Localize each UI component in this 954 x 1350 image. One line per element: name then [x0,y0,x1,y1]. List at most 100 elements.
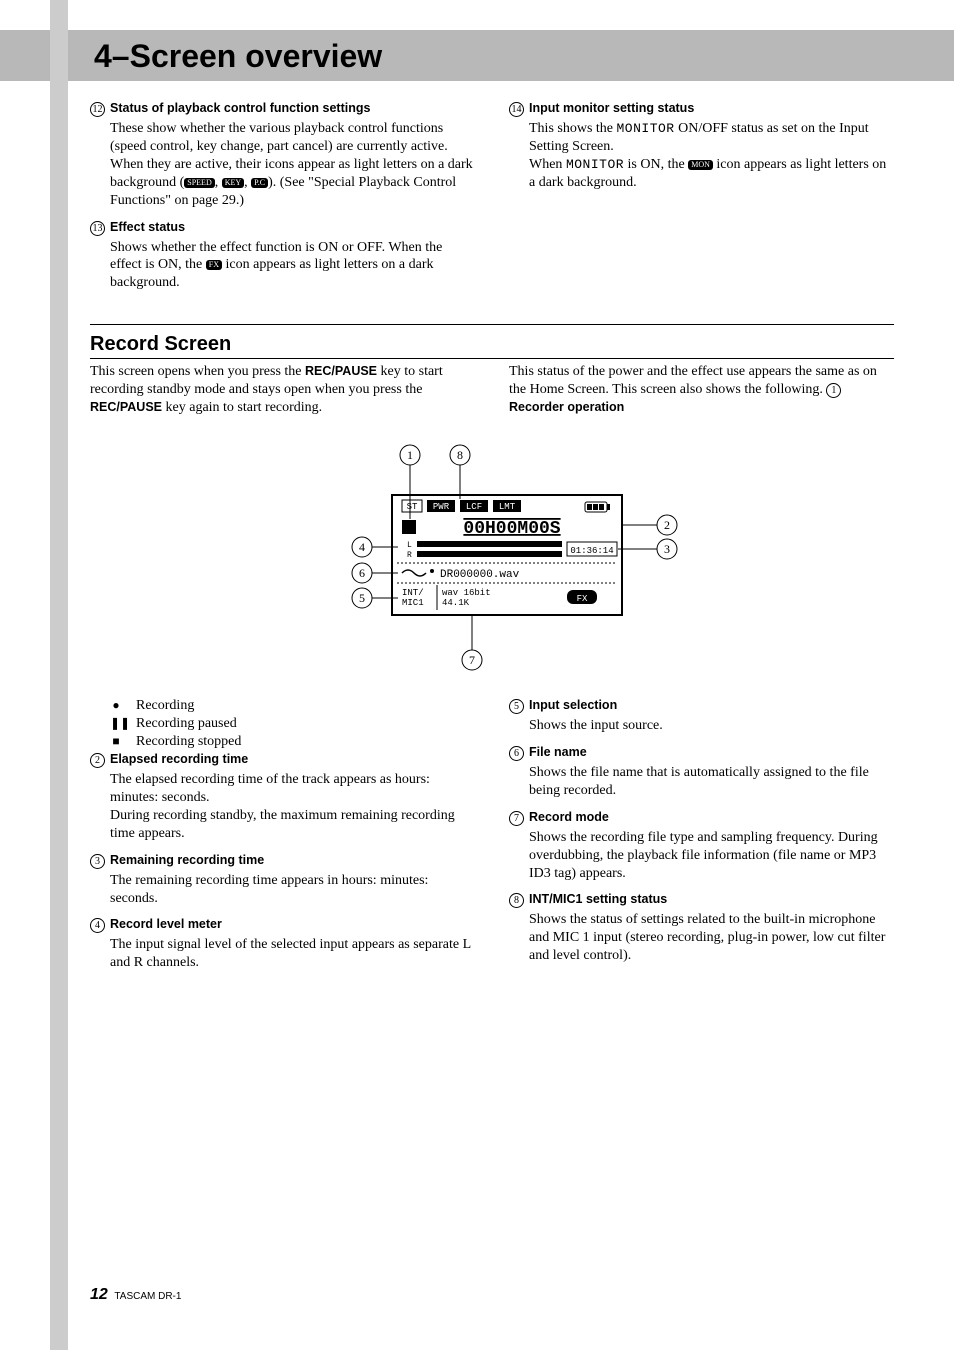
bullet-glyph: ❚❚ [110,716,122,731]
bullet-row: ■ Recording stopped [90,734,475,750]
bullet-row: ● Recording [90,698,475,714]
item-body: The elapsed recording time of the track … [90,771,475,843]
bullet-glyph: ● [110,698,122,713]
svg-text:2: 2 [664,518,670,532]
record-screen-diagram: ST PWR LCF LMT 00H00M00S L R [90,435,894,680]
svg-text:3: 3 [664,542,670,556]
item-title: Input selection [529,698,617,712]
page-footer: 12 TASCAM DR-1 [90,1286,181,1304]
chapter-title: 4–Screen overview [14,38,940,75]
description-item: 2 Elapsed recording time The elapsed recor… [90,752,475,843]
item-heading: 3 Remaining recording time [90,853,475,869]
item-heading: 4 Record level meter [90,917,475,933]
top-right-col: 14 Input monitor setting status This shows… [509,101,894,302]
item-title: File name [529,745,587,759]
item-number: 13 [90,221,105,236]
item-heading: 6 File name [509,745,894,761]
svg-text:1: 1 [407,448,413,462]
section-divider [90,324,894,325]
svg-text:L: L [407,541,412,550]
top-block: 12 Status of playback control function se… [90,101,894,302]
page-gutter [50,0,68,1350]
item-title: Elapsed recording time [110,752,248,766]
item-number: 7 [509,811,524,826]
diagram-svg: ST PWR LCF LMT 00H00M00S L R [272,435,712,675]
item-body: These show whether the various playback … [90,120,475,210]
item-title: Remaining recording time [110,853,264,867]
page-content: 4–Screen overview 12Status of playback c… [0,0,954,1022]
svg-text:01:36:14: 01:36:14 [570,546,613,556]
svg-text:44.1K: 44.1K [442,598,470,608]
item-title: Effect status [110,220,185,234]
svg-text:PWR: PWR [433,502,450,512]
item-body: The input signal level of the selected i… [90,936,475,972]
description-item: 5 Input selection Shows the input source. [509,698,894,735]
description-item: 7 Record mode Shows the recording file typ… [509,810,894,883]
description-item: 6 File name Shows the file name that is au… [509,745,894,800]
recorder-operation-bullets: ● Recording ❚❚ Recording paused ■ Recording s… [90,698,475,750]
svg-text:ST: ST [407,502,418,512]
item-title: Record level meter [110,917,222,931]
item-number: 14 [509,102,524,117]
bullet-label: Recording [136,698,194,714]
item-number: 6 [509,746,524,761]
svg-text:8: 8 [457,448,463,462]
item-body: Shows the recording file type and sampli… [509,829,894,883]
svg-text:5: 5 [359,591,365,605]
svg-text:wav 16bit: wav 16bit [442,588,491,598]
svg-text:DR000000.wav: DR000000.wav [440,569,520,581]
item-title: Record mode [529,810,609,824]
svg-text:FX: FX [577,594,588,604]
item-body: Shows the file name that is automaticall… [509,764,894,800]
svg-text:MIC1: MIC1 [402,598,424,608]
item-number: 2 [90,753,105,768]
svg-text:LMT: LMT [499,502,516,512]
svg-text:00H00M00S: 00H00M00S [463,519,560,539]
item-body: This shows the MONITOR ON/OFF status as … [509,120,894,192]
item-heading: 13 Effect status [90,220,475,236]
svg-text:INT/: INT/ [402,588,424,598]
description-item: 3Remaining recording timeThe remaining r… [90,853,475,908]
bullet-glyph: ■ [110,734,122,749]
item-title: Input monitor setting status [529,101,694,115]
description-item: 4 Record level meter The input signal leve… [90,917,475,972]
svg-text:R: R [407,551,412,560]
bullet-label: Recording paused [136,716,237,732]
section-title: Record Screen [90,333,894,359]
item-heading: 7 Record mode [509,810,894,826]
item-number: 12 [90,102,105,117]
lower-left-col: ● Recording ❚❚ Recording paused ■ Recording s… [90,698,475,982]
item-number: 5 [509,699,524,714]
item-heading: 12 Status of playback control function se… [90,101,475,117]
item-heading: 8 INT/MIC1 setting status [509,892,894,908]
item-body: Shows the status of settings related to … [509,911,894,965]
item-number: 3 [90,854,105,869]
item-title: Status of playback control function sett… [110,101,370,115]
item-number: 8 [509,893,524,908]
svg-text:4: 4 [359,540,365,554]
svg-text:LCF: LCF [466,502,482,512]
item-heading: 14 Input monitor setting status [509,101,894,117]
top-left-col: 12 Status of playback control function se… [90,101,475,302]
description-item: 13Effect statusShows whether the effect … [90,220,475,293]
chapter-header: 4–Screen overview [0,30,954,81]
svg-text:7: 7 [469,653,475,667]
right-items: 5 Input selection Shows the input source. 6… [509,698,894,965]
description-item: 12 Status of playback control function se… [90,101,475,210]
lower-right-col: 5 Input selection Shows the input source. 6… [509,698,894,982]
description-item: 14 Input monitor setting status This shows… [509,101,894,192]
item-heading: 2 Elapsed recording time [90,752,475,768]
item-number: 4 [90,918,105,933]
intro-right: This status of the power and the effect … [509,363,894,417]
bullet-row: ❚❚ Recording paused [90,716,475,732]
item-title: INT/MIC1 setting status [529,892,667,906]
bullet-label: Recording stopped [136,734,241,750]
footer-model: TASCAM DR-1 [114,1291,181,1302]
description-item: 8 INT/MIC1 setting status Shows the status… [509,892,894,965]
lower-block: ● Recording ❚❚ Recording paused ■ Recording s… [90,698,894,982]
intro-block: This screen opens when you press the REC… [90,363,894,417]
left-items: 2 Elapsed recording time The elapsed recor… [90,752,475,972]
item-heading: 5 Input selection [509,698,894,714]
item-body: Shows the input source. [509,717,894,735]
intro-left: This screen opens when you press the REC… [90,363,475,417]
